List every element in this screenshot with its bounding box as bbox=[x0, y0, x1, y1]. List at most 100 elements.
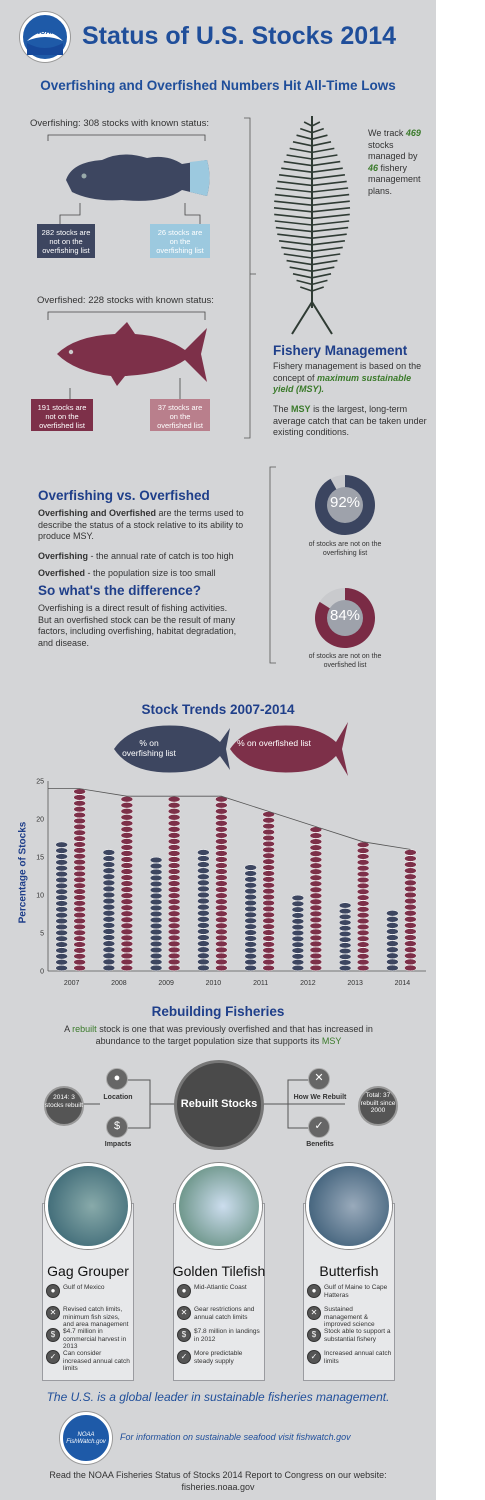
definition-overfished: Overfished - the population size is too … bbox=[38, 568, 258, 580]
overfishing-not-listed-box: 282 stocks are not on the overfishing li… bbox=[37, 224, 95, 258]
node-how-we-rebuilt: How We Rebuilt bbox=[293, 1094, 347, 1101]
leader-statement: The U.S. is a global leader in sustainab… bbox=[46, 1390, 390, 1404]
node-benefits: Benefits bbox=[306, 1141, 334, 1148]
y-tick-label: 25 bbox=[36, 779, 44, 786]
fishery-management-p2: The MSY is the largest, long-term averag… bbox=[273, 404, 433, 439]
y-tick-label: 20 bbox=[36, 817, 44, 824]
fishery-management-p1: Fishery management is based on the conce… bbox=[273, 361, 428, 396]
legend-overfished-label: % on overfished list bbox=[237, 738, 311, 748]
species-photo bbox=[45, 1163, 131, 1249]
species-fact: $7.8 million in landings in 2012 bbox=[194, 1328, 260, 1343]
bar-overfished-2009 bbox=[167, 796, 181, 972]
definitions-heading: Overfishing vs. Overfished bbox=[38, 488, 210, 503]
x-tick-label: 2014 bbox=[395, 980, 411, 987]
def2-bold: Overfished bbox=[38, 568, 86, 578]
x-tick-label: 2013 bbox=[347, 980, 363, 987]
def2-rest: - the population size is too small bbox=[87, 568, 216, 578]
tools-icon: ✕ bbox=[177, 1306, 191, 1320]
infographic: NOAA Status of U.S. Stocks 2014 Overfish… bbox=[0, 0, 436, 1500]
bar-overfishing-2013 bbox=[338, 902, 352, 972]
checkmark-icon: ✓ bbox=[46, 1350, 60, 1364]
report-link[interactable]: fisheries.noaa.gov bbox=[181, 1482, 255, 1492]
rebuilding-text-a: A bbox=[64, 1024, 70, 1034]
tracking-text-a: We track bbox=[368, 128, 404, 138]
species-fact: Can consider increased annual catch limi… bbox=[63, 1350, 130, 1372]
page-title: Status of U.S. Stocks 2014 bbox=[82, 22, 397, 50]
rebuilding-heading: Rebuilding Fisheries bbox=[151, 1004, 285, 1019]
rebuilding-text-b: stock is one that was previously overfis… bbox=[95, 1024, 373, 1046]
rebuilt-stocks-label: Rebuilt Stocks bbox=[180, 1098, 258, 1110]
node-location: Location bbox=[103, 1094, 133, 1101]
definitions-divider bbox=[269, 466, 276, 664]
overfishing-listed-box: 26 stocks are on the overfishing list bbox=[150, 224, 210, 258]
x-tick-label: 2010 bbox=[206, 980, 222, 987]
x-tick-label: 2008 bbox=[111, 980, 127, 987]
definition-overfishing: Overfishing - the annual rate of catch i… bbox=[38, 551, 258, 563]
checkmark-icon: ✓ bbox=[308, 1116, 330, 1138]
species-fact: Stock able to support a substantial fish… bbox=[324, 1328, 391, 1343]
overfished-not-listed-box: 191 stocks are not on the overfished lis… bbox=[31, 399, 93, 431]
fish-skeleton-illustration bbox=[273, 116, 351, 335]
noaa-logo: NOAA bbox=[20, 12, 70, 62]
rebuilding-text: A rebuilt stock is one that was previous… bbox=[56, 1024, 381, 1047]
pin-icon: ● bbox=[177, 1284, 191, 1298]
fishwatch-logo bbox=[60, 1412, 112, 1464]
bar-overfishing-2010 bbox=[197, 849, 210, 972]
pin-icon: ● bbox=[307, 1284, 321, 1298]
y-tick-label: 5 bbox=[40, 931, 44, 938]
definitions-intro-rest: are the terms used to describe the statu… bbox=[38, 508, 244, 541]
tools-icon: ✕ bbox=[307, 1306, 321, 1320]
species-photo bbox=[306, 1163, 392, 1249]
species-fact: Gulf of Maine to Cape Hatteras bbox=[324, 1284, 388, 1299]
legend-fish-overfished bbox=[230, 722, 348, 776]
tools-icon: ✕ bbox=[46, 1306, 60, 1320]
node-impacts: Impacts bbox=[104, 1141, 132, 1148]
left-badge-circle bbox=[44, 1086, 84, 1126]
definitions-intro: Overfishing and Overfished are the terms… bbox=[38, 508, 248, 543]
species-photo bbox=[176, 1163, 262, 1249]
chart-legend bbox=[114, 722, 348, 776]
bar-overfished-2007 bbox=[73, 788, 86, 972]
legend-overfishing-label: % on overfishing list bbox=[122, 738, 176, 758]
rebuilding-rebuilt: rebuilt bbox=[72, 1024, 97, 1034]
overfished-label: Overfished: 228 stocks with known status… bbox=[37, 295, 214, 306]
checkmark-icon: ✓ bbox=[177, 1350, 191, 1364]
dial-overfishing-value: 92% bbox=[329, 494, 361, 511]
tracking-text-b: stocks managed by bbox=[368, 139, 418, 162]
fishery-management-heading: Fishery Management bbox=[273, 343, 408, 358]
bar-overfished-2008 bbox=[120, 796, 134, 972]
fm-p2-b: MSY bbox=[291, 404, 311, 414]
bar-overfished-2014 bbox=[404, 849, 417, 972]
bar-overfished-2013 bbox=[356, 841, 370, 972]
fishwatch-text: For information on sustainable seafood v… bbox=[120, 1432, 351, 1442]
fishwatch-logo-text: NOAA FishWatch.gov bbox=[66, 1432, 106, 1445]
species-fact: Gulf of Mexico bbox=[63, 1284, 105, 1291]
tuna-silhouette bbox=[57, 322, 207, 386]
x-tick-label: 2009 bbox=[158, 980, 174, 987]
rebuilt-connectors bbox=[72, 1079, 345, 1129]
dollar-icon: $ bbox=[177, 1328, 191, 1342]
dial-center bbox=[327, 600, 363, 636]
dial-overfishing-caption: of stocks are not on the overfishing lis… bbox=[308, 541, 382, 557]
def1-rest: - the annual rate of catch is too high bbox=[90, 551, 234, 561]
location-pin-icon: ● bbox=[106, 1068, 128, 1090]
species-fact: $4.7 million in commercial harvest in 20… bbox=[63, 1328, 127, 1350]
x-tick-label: 2012 bbox=[300, 980, 316, 987]
difference-text: Overfishing is a direct result of fishin… bbox=[38, 603, 237, 648]
y-tick-label: 15 bbox=[36, 855, 44, 862]
bar-overfished-2012 bbox=[309, 826, 323, 972]
tracking-stocks: 469 bbox=[405, 128, 421, 138]
species-fact: Increased annual catch limits bbox=[324, 1350, 392, 1365]
dial-overfishing bbox=[315, 475, 375, 535]
species-name: Butterfish bbox=[319, 1263, 379, 1279]
dollar-icon: $ bbox=[46, 1328, 60, 1342]
overfished-bracket bbox=[47, 311, 206, 400]
chart-ylabel: Percentage of Stocks bbox=[17, 821, 29, 924]
def1-bold: Overfishing bbox=[38, 551, 89, 561]
report-text: Read the NOAA Fisheries Status of Stocks… bbox=[49, 1470, 387, 1480]
noaa-seagull-icon bbox=[27, 32, 63, 55]
tracking-text-c: fishery management plans. bbox=[368, 162, 421, 196]
bar-overfishing-2014 bbox=[386, 910, 399, 972]
dial-overfished-caption: of stocks are not on the overfished list bbox=[308, 653, 382, 669]
rebuilding-msy: MSY bbox=[321, 1035, 342, 1046]
